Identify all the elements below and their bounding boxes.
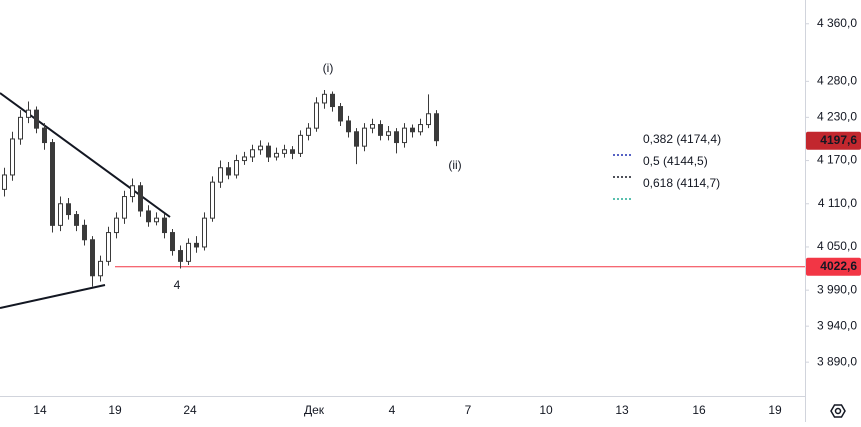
x-tick-label: 7 (465, 403, 472, 417)
candle-body (74, 214, 79, 226)
candle-body (338, 106, 343, 122)
fib-label: 0,618 (4114,7) (643, 176, 720, 190)
candle-body (282, 149, 287, 154)
candle-body (274, 152, 279, 158)
candle-body (90, 239, 95, 277)
candle-body (234, 160, 239, 176)
settings-icon-center[interactable] (834, 407, 842, 415)
candle-body (10, 138, 15, 176)
candle-body (170, 232, 175, 252)
x-tick-label: 14 (33, 403, 47, 417)
wave-label: (ii) (448, 158, 461, 172)
candle-body (138, 185, 143, 212)
candle-body (346, 120, 351, 133)
candle-body (362, 127, 367, 147)
y-tick-label: 4 050,0 (817, 239, 857, 253)
fib-label: 0,5 (4144,5) (643, 154, 708, 168)
wave-label: 4 (174, 278, 181, 292)
candle-body (426, 113, 431, 126)
y-tick-label: 3 990,0 (817, 282, 857, 296)
candle-body (194, 242, 199, 248)
x-tick-label: 19 (768, 403, 782, 417)
candle-body (242, 156, 247, 162)
candle-body (394, 131, 399, 144)
candle-body (250, 149, 255, 158)
y-tick-label: 4 170,0 (817, 153, 857, 167)
candle-body (434, 113, 439, 142)
candle-body (18, 116, 23, 140)
y-tick-label: 4 230,0 (817, 110, 857, 124)
price-label-box (806, 257, 861, 276)
candle-body (370, 124, 375, 129)
candle-body (314, 102, 319, 129)
candle-body (50, 142, 55, 226)
settings-icon[interactable] (830, 404, 846, 418)
candle-body (258, 145, 263, 151)
candle-body (162, 217, 167, 234)
price-label: 4022,6 (820, 259, 857, 273)
candle-body (106, 232, 111, 262)
candle-body (82, 224, 87, 241)
candle-body (154, 217, 159, 223)
candle-body (210, 181, 215, 219)
x-tick-label: 19 (108, 403, 122, 417)
x-tick-label: 24 (183, 403, 197, 417)
y-tick-label: 4 360,0 (817, 16, 857, 30)
y-tick-label: 3 890,0 (817, 354, 857, 368)
candle-body (98, 260, 103, 277)
candle-body (114, 217, 119, 234)
y-tick-label: 4 110,0 (818, 196, 857, 210)
candle-body (42, 127, 47, 144)
candle-body (178, 250, 183, 262)
candle-body (130, 185, 135, 198)
candle-body (26, 109, 31, 118)
candle-body (122, 196, 127, 219)
fib-label: 0,382 (4174,4) (643, 132, 721, 146)
price-label-box (806, 131, 861, 150)
x-tick-label: 10 (539, 403, 553, 417)
candle-body (146, 210, 151, 223)
price-label: 4197,6 (820, 133, 857, 147)
x-tick-label: 16 (692, 403, 706, 417)
candle-body (354, 131, 359, 147)
candle-body (306, 127, 311, 136)
candle-body (266, 145, 271, 158)
candle-body (186, 242, 191, 262)
x-tick-label: 13 (615, 403, 629, 417)
candle-body (226, 167, 231, 176)
y-tick-label: 4 280,0 (817, 74, 857, 88)
x-tick-label: Дек (304, 403, 325, 417)
settings-icon-shape[interactable] (830, 404, 846, 418)
y-tick-label: 3 940,0 (817, 318, 857, 332)
wave-label: (i) (323, 61, 334, 75)
candle-body (34, 109, 39, 129)
trend-line (0, 284, 106, 309)
candle-body (386, 131, 391, 136)
candle-body (2, 174, 7, 190)
candle-body (202, 217, 207, 248)
candle-body (402, 127, 407, 144)
candle-body (378, 124, 383, 136)
candle-body (410, 127, 415, 133)
candle-body (322, 93, 327, 104)
candle-body (66, 203, 71, 216)
candle-body (58, 203, 63, 226)
candle-body (418, 124, 423, 133)
candle-body (298, 134, 303, 154)
candle-body (290, 149, 295, 154)
candle-body (330, 93, 335, 108)
candle-body (218, 167, 223, 183)
x-tick-label: 4 (389, 403, 396, 417)
